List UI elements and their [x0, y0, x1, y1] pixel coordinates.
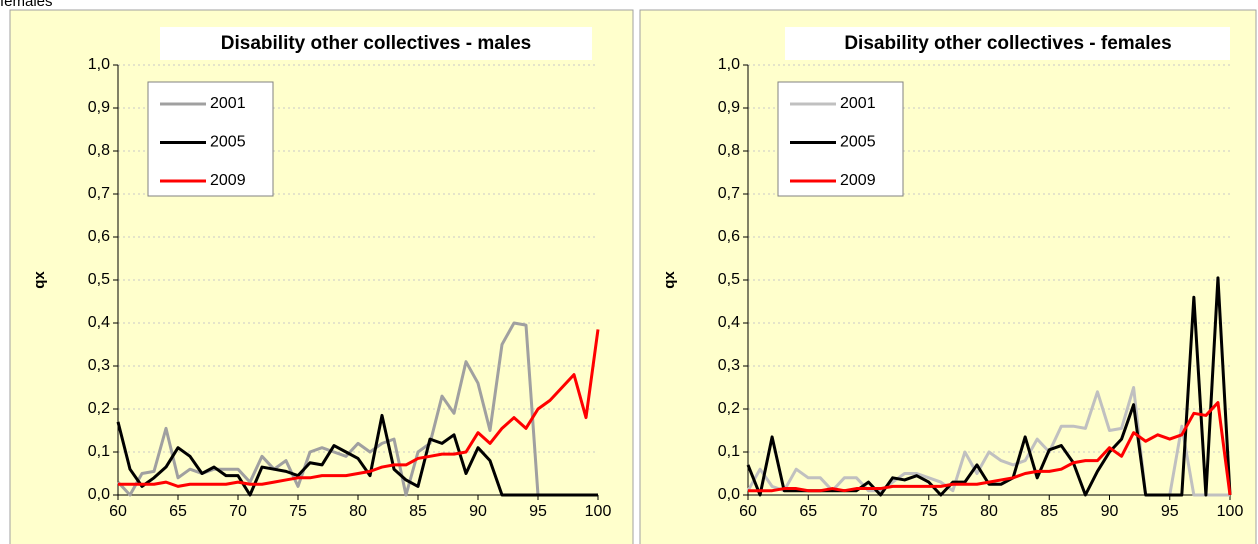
- x-tick-label: 90: [469, 503, 487, 520]
- title-box: [160, 27, 592, 60]
- x-tick-label: 70: [229, 503, 247, 520]
- legend-label: 2009: [210, 172, 246, 189]
- panel: [639, 9, 1257, 544]
- y-tick-label: 0,9: [88, 99, 110, 116]
- y-tick-label: 0,9: [718, 99, 740, 116]
- x-tick-label: 85: [1040, 503, 1058, 520]
- y-tick-label: 0,1: [718, 443, 740, 460]
- y-tick-label: 0,5: [88, 271, 110, 288]
- y-tick-label: 0,3: [718, 357, 740, 374]
- y-tick-label: 0,0: [88, 486, 110, 503]
- x-tick-label: 65: [169, 503, 187, 520]
- x-tick-label: 85: [409, 503, 427, 520]
- title-box: [785, 27, 1230, 60]
- x-tick-label: 100: [1217, 503, 1244, 520]
- x-tick-label: 75: [920, 503, 938, 520]
- y-tick-label: 0,7: [88, 185, 110, 202]
- x-tick-label: 90: [1101, 503, 1119, 520]
- x-tick-label: 65: [799, 503, 817, 520]
- panel: [9, 9, 634, 544]
- y-tick-label: 0,4: [88, 314, 110, 331]
- x-tick-label: 80: [349, 503, 367, 520]
- chart-title: Disability other collectives - females: [844, 33, 1171, 54]
- y-tick-label: 0,5: [718, 271, 740, 288]
- x-tick-label: 95: [529, 503, 547, 520]
- legend-label: 2001: [210, 95, 246, 112]
- y-tick-label: 0,1: [88, 443, 110, 460]
- line-series: [116, 413, 598, 497]
- legend-label: 2001: [840, 95, 876, 112]
- x-tick-label: 95: [1161, 503, 1179, 520]
- line-series: [748, 401, 1232, 496]
- x-tick-label: 80: [980, 503, 998, 520]
- y-axis-label: qx: [31, 271, 48, 289]
- y-tick-label: 0,3: [88, 357, 110, 374]
- legend-box: [147, 81, 274, 197]
- y-tick-label: 0,0: [718, 486, 740, 503]
- legend-box: [777, 81, 904, 197]
- x-tick-label: 75: [289, 503, 307, 520]
- y-tick-label: 0,2: [718, 400, 740, 417]
- x-tick-label: 100: [585, 503, 612, 520]
- y-tick-label: 0,7: [718, 185, 740, 202]
- x-tick-label: 60: [109, 503, 127, 520]
- chart-title: Disability other collectives - males: [221, 33, 531, 54]
- legend-label: 2009: [840, 172, 876, 189]
- y-tick-label: 0,8: [88, 142, 110, 159]
- y-tick-label: 0,2: [88, 400, 110, 417]
- line-series: [118, 329, 600, 488]
- y-tick-label: 0,6: [718, 228, 740, 245]
- y-axis-label: qx: [661, 271, 678, 289]
- line-series: [116, 321, 598, 497]
- x-tick-label: 70: [860, 503, 878, 520]
- y-tick-label: 1,0: [718, 56, 740, 73]
- legend-label: 2005: [840, 134, 876, 151]
- y-tick-label: 0,6: [88, 228, 110, 245]
- x-tick-label: 60: [739, 503, 757, 520]
- y-tick-label: 0,8: [718, 142, 740, 159]
- y-tick-label: 1,0: [88, 56, 110, 73]
- legend-label: 2005: [210, 134, 246, 151]
- header-title: females: [0, 0, 53, 10]
- y-tick-label: 0,4: [718, 314, 740, 331]
